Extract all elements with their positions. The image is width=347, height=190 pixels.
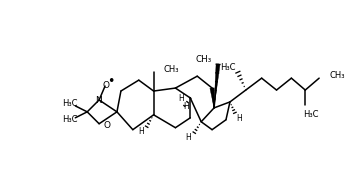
Text: H₃C: H₃C (220, 63, 236, 72)
Text: H: H (138, 127, 144, 136)
Text: O: O (103, 81, 110, 90)
Polygon shape (210, 88, 214, 108)
Text: CH₃: CH₃ (196, 55, 212, 64)
Text: CH₃: CH₃ (163, 65, 179, 74)
Text: N: N (95, 97, 101, 105)
Text: H: H (178, 94, 184, 104)
Text: H₃C: H₃C (62, 99, 77, 108)
Text: H: H (236, 114, 242, 123)
Text: •: • (107, 75, 115, 88)
Text: H₃C: H₃C (303, 110, 319, 119)
Text: O: O (103, 121, 110, 130)
Text: H: H (185, 133, 191, 142)
Text: H: H (184, 102, 189, 111)
Polygon shape (214, 64, 220, 108)
Text: H₃C: H₃C (62, 115, 77, 124)
Text: CH₃: CH₃ (329, 71, 345, 80)
